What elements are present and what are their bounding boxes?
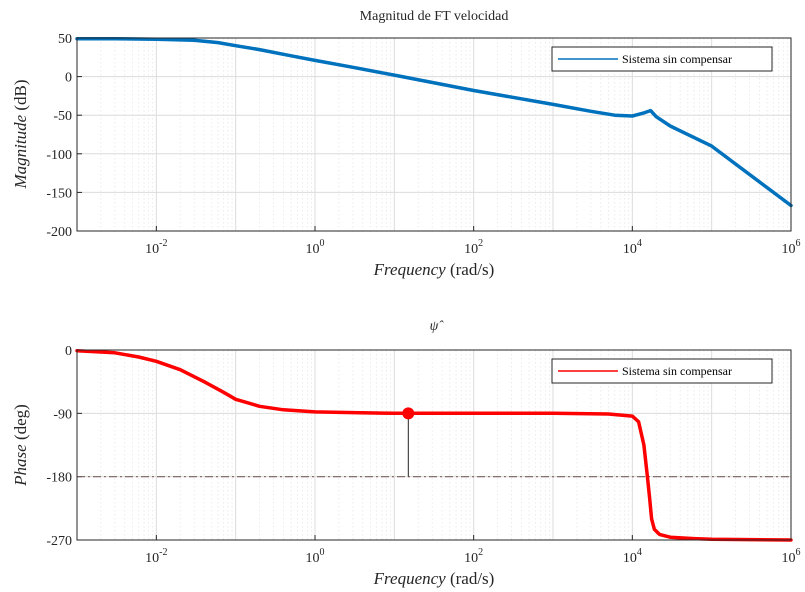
x-tick-label: 104 xyxy=(623,238,642,257)
magnitude-x-ticks: 10-2 100 102 104 106 xyxy=(145,226,801,257)
x-tick-label: 100 xyxy=(306,547,325,566)
x-tick-label: 106 xyxy=(782,547,801,566)
y-tick-label: -200 xyxy=(46,225,72,240)
magnitude-title: Magnitud de FT velocidad xyxy=(360,9,509,24)
phase-x-ticks: 10-2 100 102 104 106 xyxy=(145,535,801,566)
marker-point xyxy=(402,407,415,420)
x-tick-label: 10-2 xyxy=(145,238,167,257)
magnitude-x-label: Frequency (rad/s) xyxy=(373,260,495,279)
x-tick-label: 104 xyxy=(623,547,642,566)
phase-title: ψ̂ xyxy=(430,319,445,334)
magnitude-series xyxy=(75,37,793,208)
y-tick-label: -150 xyxy=(46,186,72,201)
x-tick-label: 10-2 xyxy=(145,547,167,566)
series-line xyxy=(75,348,793,542)
y-tick-label: -100 xyxy=(46,148,72,163)
y-tick-label: -180 xyxy=(46,471,72,486)
y-tick-label: 0 xyxy=(65,344,72,359)
x-tick-label: 106 xyxy=(782,238,801,257)
phase-y-label: Phase (deg) xyxy=(11,404,30,487)
magnitude-legend: Sistema sin compensar xyxy=(551,46,773,72)
x-tick-label: 100 xyxy=(306,238,325,257)
phase-series xyxy=(75,348,793,542)
phase-panel: ψ̂ 0 -90 -180 -270 10-2 100 102 104 106 Phase (… xyxy=(11,319,801,588)
phase-legend-label: Sistema sin compensar xyxy=(622,364,732,378)
magnitude-y-label: Magnitude (dB) xyxy=(11,79,30,189)
phase-x-label: Frequency (rad/s) xyxy=(373,569,495,588)
y-tick-label: 0 xyxy=(65,71,72,86)
y-tick-label: -50 xyxy=(53,109,72,124)
x-tick-label: 102 xyxy=(464,238,483,257)
y-tick-label: -270 xyxy=(46,534,72,549)
magnitude-axes-box xyxy=(76,37,792,232)
magnitude-legend-label: Sistema sin compensar xyxy=(622,52,732,66)
y-tick-label: 50 xyxy=(58,32,72,47)
x-tick-label: 102 xyxy=(464,547,483,566)
magnitude-panel: Magnitud de FT velocidad 50 0 -50 -100 -150 -… xyxy=(11,9,801,279)
series-line xyxy=(75,37,793,208)
magnitude-y-ticks: 50 0 -50 -100 -150 -200 xyxy=(46,32,82,240)
phase-axes-box xyxy=(76,349,792,541)
phase-legend: Sistema sin compensar xyxy=(551,358,773,384)
phase-marker xyxy=(402,407,415,477)
y-tick-label: -90 xyxy=(53,407,72,422)
